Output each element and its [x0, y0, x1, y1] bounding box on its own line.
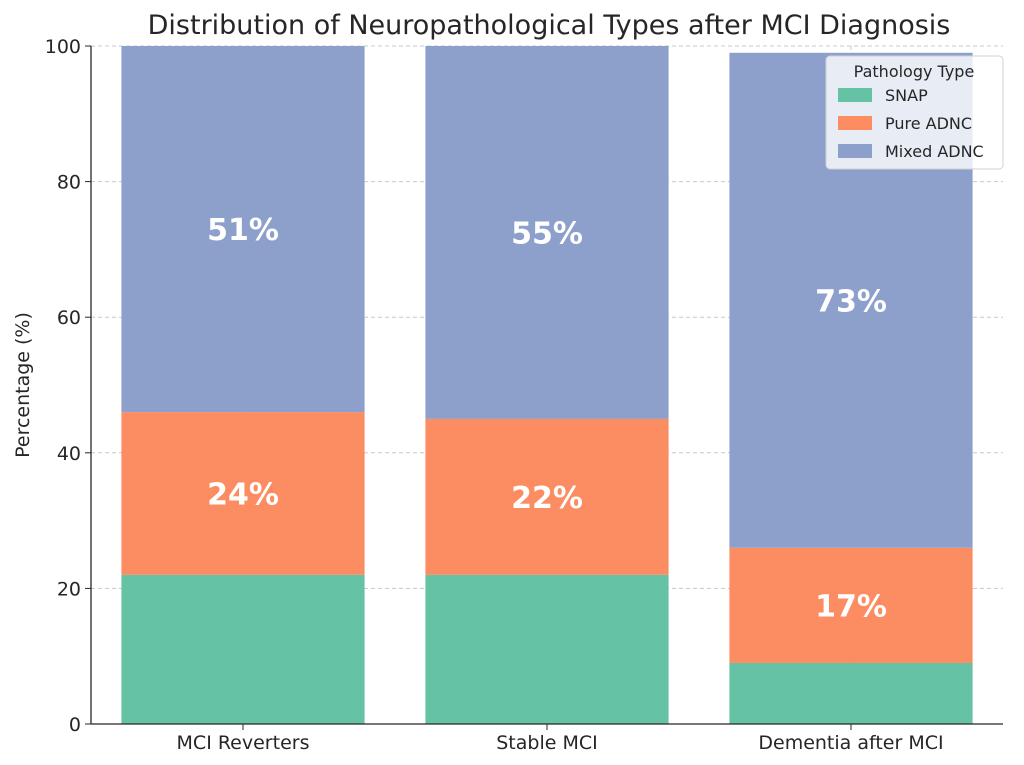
- legend-label: SNAP: [885, 86, 928, 105]
- bar-mixed-adnc: [425, 46, 669, 419]
- y-tick-label: 20: [57, 578, 81, 600]
- legend-swatch: [838, 116, 872, 130]
- data-labels: 24% 51% 22% 55% 17% 73%: [207, 213, 887, 624]
- data-label: 55%: [511, 216, 583, 251]
- bar-snap: [425, 574, 669, 724]
- bar-pure-adnc: [425, 418, 669, 575]
- x-tick-label: Stable MCI: [496, 732, 598, 754]
- legend-title: Pathology Type: [854, 62, 975, 81]
- legend-swatch: [838, 88, 872, 102]
- bar-pure-adnc: [729, 547, 973, 663]
- axes: 0 20 40 60 80 100 MCI Reverters Stable MCI Demen…: [45, 36, 1003, 754]
- data-label: 51%: [207, 213, 279, 248]
- y-tick-label: 60: [57, 307, 81, 329]
- y-tick-label: 40: [57, 443, 81, 465]
- x-tick-label: MCI Reverters: [177, 732, 310, 754]
- chart-title: Distribution of Neuropathological Types …: [148, 10, 951, 41]
- y-tick-label: 0: [69, 714, 81, 736]
- data-label: 17%: [815, 589, 887, 624]
- y-axis-label: Percentage (%): [12, 312, 34, 458]
- legend-label: Pure ADNC: [885, 114, 972, 133]
- data-label: 24%: [207, 477, 279, 512]
- y-tick-label: 100: [45, 36, 81, 58]
- data-label: 22%: [511, 481, 583, 516]
- legend-box: [825, 55, 1004, 170]
- legend-swatch: [838, 144, 872, 158]
- y-tick-label: 80: [57, 172, 81, 194]
- legend-label: Mixed ADNC: [885, 142, 984, 161]
- legend: Pathology Type SNAP Pure ADNC Mixed ADNC: [825, 55, 1004, 170]
- x-tick-label: Dementia after MCI: [758, 732, 943, 754]
- bar-mixed-adnc: [121, 46, 365, 413]
- bar-pure-adnc: [121, 412, 365, 575]
- bar-snap: [121, 574, 365, 724]
- bars: [121, 46, 973, 724]
- data-label: 73%: [815, 284, 887, 319]
- bar-snap: [729, 662, 973, 724]
